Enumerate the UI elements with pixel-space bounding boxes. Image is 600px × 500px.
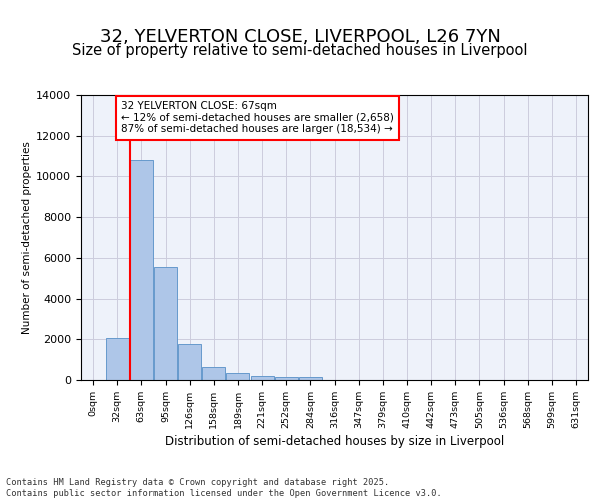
X-axis label: Distribution of semi-detached houses by size in Liverpool: Distribution of semi-detached houses by … [165, 435, 504, 448]
Bar [154, 267, 177, 380]
Bar [275, 378, 298, 380]
Text: Size of property relative to semi-detached houses in Liverpool: Size of property relative to semi-detach… [72, 42, 528, 58]
Bar [106, 338, 128, 380]
Bar [226, 374, 250, 380]
Text: 32, YELVERTON CLOSE, LIVERPOOL, L26 7YN: 32, YELVERTON CLOSE, LIVERPOOL, L26 7YN [100, 28, 500, 46]
Bar [202, 367, 225, 380]
Bar [178, 344, 201, 380]
Bar [299, 378, 322, 380]
Text: 32 YELVERTON CLOSE: 67sqm
← 12% of semi-detached houses are smaller (2,658)
87% : 32 YELVERTON CLOSE: 67sqm ← 12% of semi-… [121, 101, 394, 134]
Bar [130, 160, 153, 380]
Text: Contains HM Land Registry data © Crown copyright and database right 2025.
Contai: Contains HM Land Registry data © Crown c… [6, 478, 442, 498]
Bar [251, 376, 274, 380]
Y-axis label: Number of semi-detached properties: Number of semi-detached properties [22, 141, 32, 334]
